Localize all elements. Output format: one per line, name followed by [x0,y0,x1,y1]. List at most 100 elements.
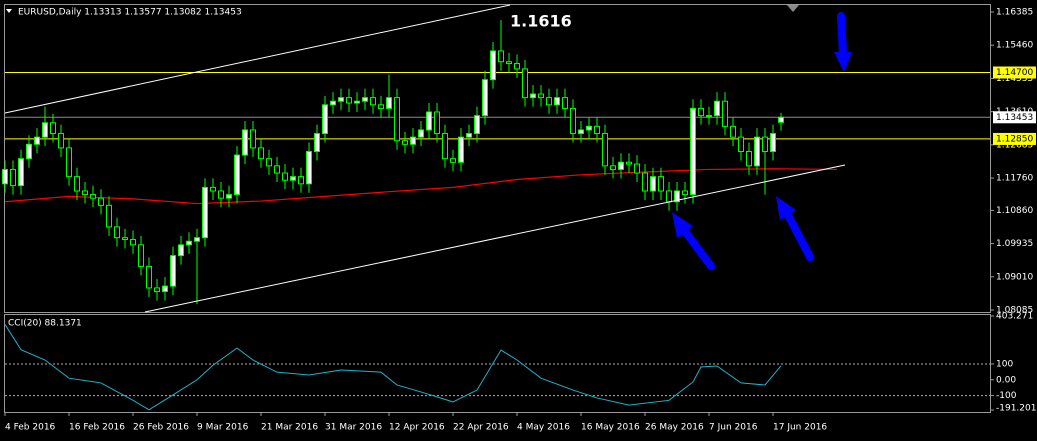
candle-body [90,194,96,199]
candle-body [626,161,632,165]
x-tick-label: 21 Mar 2016 [261,423,318,433]
candle-body [82,190,88,196]
level-label: 1.12850 [996,134,1033,144]
candle-body [338,97,344,102]
candle-body [394,97,400,142]
candle-body [610,165,616,170]
candle-body [506,61,512,65]
candle-body [106,204,112,228]
candle-body [274,165,280,174]
candle-body [530,93,536,99]
candle-body [666,190,672,203]
candle-body [458,136,464,163]
candle-body [442,133,448,160]
y-tick-label: 1.14535 [996,74,1033,84]
candle-body [66,147,72,178]
x-tick-label: 31 Mar 2016 [325,423,382,433]
shift-marker [787,5,799,12]
candle-body [650,176,656,192]
x-tick-label: 22 Apr 2016 [453,423,509,433]
candle-body [554,97,560,106]
candle-body [674,190,680,203]
candle-body [738,136,744,152]
candle-body [130,238,136,246]
y-tick-label: 1.11760 [996,174,1033,184]
candle-body [10,168,16,187]
candle-body [218,190,224,199]
peak-annotation: 1.1616 [510,12,572,31]
channel-upper [4,4,511,114]
y-tick-label: 1.09935 [996,239,1033,249]
candle-body [402,140,408,145]
candle-body [690,107,696,196]
arrow-head [776,196,796,220]
cci-title: CCI(20) 88.1371 [8,319,82,329]
chart-title: EURUSD,Daily 1.13313 1.13577 1.13082 1.1… [18,8,242,18]
y-tick-label: 100 [996,359,1013,369]
candle-body [602,133,608,167]
y-tick-label: 1.09010 [996,272,1033,282]
candle-body [306,150,312,185]
candle-body [322,104,328,135]
candle-body [746,150,752,167]
candle-body [370,97,376,106]
candle-body [242,129,248,156]
candle-body [362,97,368,102]
menu-triangle [6,9,12,13]
current-price-label: 1.13453 [996,113,1033,123]
candle-body [282,172,288,181]
candle-body [154,287,160,293]
candle-body [658,176,664,192]
candle-body [170,255,176,287]
candle-body [594,125,600,135]
candle-body [434,111,440,135]
candle-body [410,136,416,145]
cci-line [4,324,782,411]
candle-body [378,104,384,109]
candle-body [354,100,360,104]
y-tick-label: 1.15460 [996,41,1033,51]
y-tick-label: 1.12685 [996,140,1033,150]
candle-body [18,158,24,187]
candle-body [138,244,144,267]
candle-body [234,154,240,196]
candle-body [722,100,728,127]
candle-body [290,176,296,181]
candle-body [754,136,760,167]
candle-body [522,68,528,99]
arrow-shaft [784,211,814,261]
y-tick-label: 0.00 [996,375,1016,385]
candle-body [58,133,64,149]
candle-body [570,107,576,135]
candle-body [346,97,352,104]
y-tick-label: 1.08085 [996,306,1033,316]
x-tick-label: 7 Jun 2016 [709,423,758,433]
candle-body [546,97,552,106]
arrow-head [672,212,693,238]
arrow-shaft [837,12,847,58]
candle-body [426,111,432,131]
candle-body [210,186,216,192]
x-tick-label: 9 Mar 2016 [197,423,249,433]
candle-body [178,244,184,257]
candle-body [298,176,304,185]
candle-body [538,93,544,99]
moving-average [4,168,838,205]
x-tick-label: 4 May 2016 [517,423,570,433]
candle-body [498,50,504,63]
candle-body [314,133,320,152]
level-label-bg [993,132,1036,145]
candle-body [482,79,488,117]
arrow-up-left-1 [672,212,715,270]
candle-body [258,147,264,160]
candle-body [74,176,80,192]
candle-body [778,116,784,123]
x-tick-label: 26 Feb 2016 [133,423,189,433]
candle-body [50,122,56,135]
candle-body [34,136,40,145]
candle-body [98,197,104,206]
candle-body [386,97,392,109]
candle-body [730,125,736,138]
